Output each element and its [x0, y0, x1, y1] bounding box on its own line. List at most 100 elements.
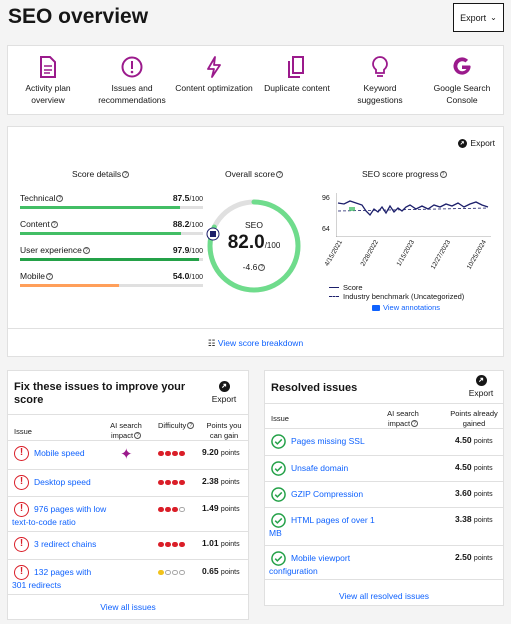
- resolved-issue-link[interactable]: GZIP Compression: [291, 489, 364, 499]
- difficulty-dot: [172, 450, 178, 456]
- legend-benchmark-swatch: [329, 296, 339, 297]
- tool-keyword-suggestions[interactable]: Keyword suggestions: [340, 56, 420, 106]
- gauge-label: SEO: [245, 220, 263, 230]
- document-icon: [40, 56, 56, 78]
- help-icon[interactable]: ?: [411, 420, 419, 427]
- overall-score-gauge: [206, 199, 301, 293]
- lightning-icon: [207, 56, 221, 78]
- col-issue: Issue: [271, 414, 289, 423]
- resolved-issues-card: Resolved issues Export Issue AI search i…: [264, 370, 504, 606]
- score-detail-bar-fill: [20, 284, 119, 287]
- help-icon[interactable]: ?: [122, 171, 130, 178]
- gauge-arc: [207, 199, 301, 293]
- score-detail-label: User experience?: [20, 245, 90, 255]
- score-detail-value: 88.2/100: [172, 219, 203, 229]
- tool-label: Google Search Console: [433, 83, 491, 105]
- x-tick-label: 4/15/2021: [323, 239, 345, 268]
- help-icon[interactable]: ?: [82, 247, 90, 254]
- difficulty-dot: [158, 479, 164, 485]
- export-button-label: Export: [460, 12, 487, 23]
- lightbulb-icon: [372, 56, 388, 77]
- score-detail-bar: [20, 206, 203, 209]
- view-all-issues-link[interactable]: View all issues: [100, 602, 156, 612]
- export-button[interactable]: Export ⌄: [453, 3, 504, 32]
- tool-duplicate-content[interactable]: Duplicate content: [257, 56, 337, 94]
- checkmark-circle-icon: [271, 551, 286, 566]
- points-value: 1.01 points: [202, 538, 240, 548]
- help-icon[interactable]: ?: [50, 221, 58, 228]
- issue-link[interactable]: Desktop speed: [34, 477, 91, 487]
- difficulty-dot: [179, 479, 185, 485]
- legend-score-swatch: [329, 286, 339, 289]
- difficulty-dot: [172, 506, 178, 512]
- y-tick-96: 96: [322, 195, 330, 202]
- resolved-issue-link[interactable]: Unsafe domain: [291, 463, 349, 473]
- warning-icon: !: [14, 537, 29, 552]
- google-icon: [453, 57, 471, 75]
- resolved-issue-link[interactable]: Pages missing SSL: [291, 436, 365, 446]
- help-icon[interactable]: ?: [187, 422, 195, 429]
- col-issue: Issue: [14, 427, 32, 436]
- difficulty-dot: [165, 569, 171, 575]
- help-icon[interactable]: ?: [258, 264, 266, 271]
- score-series-line: [337, 200, 489, 217]
- export-label: Export: [211, 394, 237, 404]
- score-detail-bar-fill: [20, 206, 181, 209]
- issue-link[interactable]: 976 pages with low text-to-code ratio: [12, 504, 107, 527]
- legend-score: Score: [329, 283, 363, 292]
- issue-link[interactable]: Mobile speed: [34, 448, 85, 458]
- resolved-export-button[interactable]: Export: [461, 375, 501, 398]
- score-detail-value: 54.0/100: [172, 271, 203, 281]
- tool-content-optimization[interactable]: Content optimization: [174, 56, 254, 94]
- score-detail-bar: [20, 284, 203, 287]
- score-detail-value: 97.9/100: [172, 245, 203, 255]
- view-all-resolved-link[interactable]: View all resolved issues: [338, 591, 430, 601]
- issue-link[interactable]: 132 pages with 301 redirects: [12, 567, 92, 590]
- difficulty-dot: [158, 569, 164, 575]
- view-annotations-link[interactable]: View annotations: [372, 303, 440, 312]
- points-value: 3.60 points: [455, 488, 493, 498]
- progress-title: SEO score progress?: [362, 169, 447, 179]
- points-value: 3.38 points: [455, 514, 493, 524]
- difficulty-dots: [158, 540, 186, 547]
- score-export-button[interactable]: Export: [458, 138, 495, 148]
- warning-icon: !: [14, 565, 29, 580]
- score-detail-bar: [20, 232, 203, 235]
- points-value: 4.50 points: [455, 462, 493, 472]
- help-icon[interactable]: ?: [46, 273, 54, 280]
- tool-label: Activity plan overview: [25, 83, 71, 105]
- score-detail-label: Technical?: [20, 193, 64, 203]
- resolved-issue-link[interactable]: HTML pages of over 1 MB: [269, 515, 375, 538]
- tool-label: Keyword suggestions: [357, 83, 403, 105]
- tool-issues[interactable]: Issues and recommendations: [92, 56, 172, 106]
- help-icon[interactable]: ?: [134, 432, 142, 439]
- tool-activity-plan[interactable]: Activity plan overview: [8, 56, 88, 106]
- issue-link[interactable]: 3 redirect chains: [34, 539, 97, 549]
- difficulty-dots: [158, 505, 186, 512]
- col-ai-impact: AI search impact?: [387, 409, 419, 428]
- help-icon[interactable]: ?: [439, 171, 447, 178]
- difficulty-dot: [165, 506, 171, 512]
- x-tick-label: 2/28/2022: [359, 239, 381, 268]
- warning-icon: !: [14, 502, 29, 517]
- tool-label: Content optimization: [175, 83, 253, 93]
- tool-label: Duplicate content: [264, 83, 330, 93]
- difficulty-dot: [172, 541, 178, 547]
- help-icon[interactable]: ?: [276, 171, 284, 178]
- resolved-issue-link[interactable]: Mobile viewport configuration: [269, 553, 351, 576]
- tool-google-search-console[interactable]: Google Search Console: [422, 56, 502, 106]
- resolved-title: Resolved issues: [271, 382, 358, 394]
- warning-icon: !: [14, 475, 29, 490]
- overall-score-title: Overall score?: [225, 169, 284, 179]
- fix-issues-card: Fix these issues to improve your score E…: [7, 370, 249, 620]
- alert-circle-icon: [121, 56, 143, 78]
- ai-sparkle-icon: ✦: [120, 446, 133, 463]
- fix-export-button[interactable]: Export: [204, 381, 244, 404]
- difficulty-dot: [179, 569, 185, 575]
- help-icon[interactable]: ?: [56, 195, 64, 202]
- score-details-title: Score details?: [72, 169, 130, 179]
- points-value: 0.65 points: [202, 566, 240, 576]
- view-score-breakdown-link[interactable]: ☷ View score breakdown: [207, 338, 304, 348]
- score-detail-bar: [20, 258, 203, 261]
- difficulty-dot: [172, 479, 178, 485]
